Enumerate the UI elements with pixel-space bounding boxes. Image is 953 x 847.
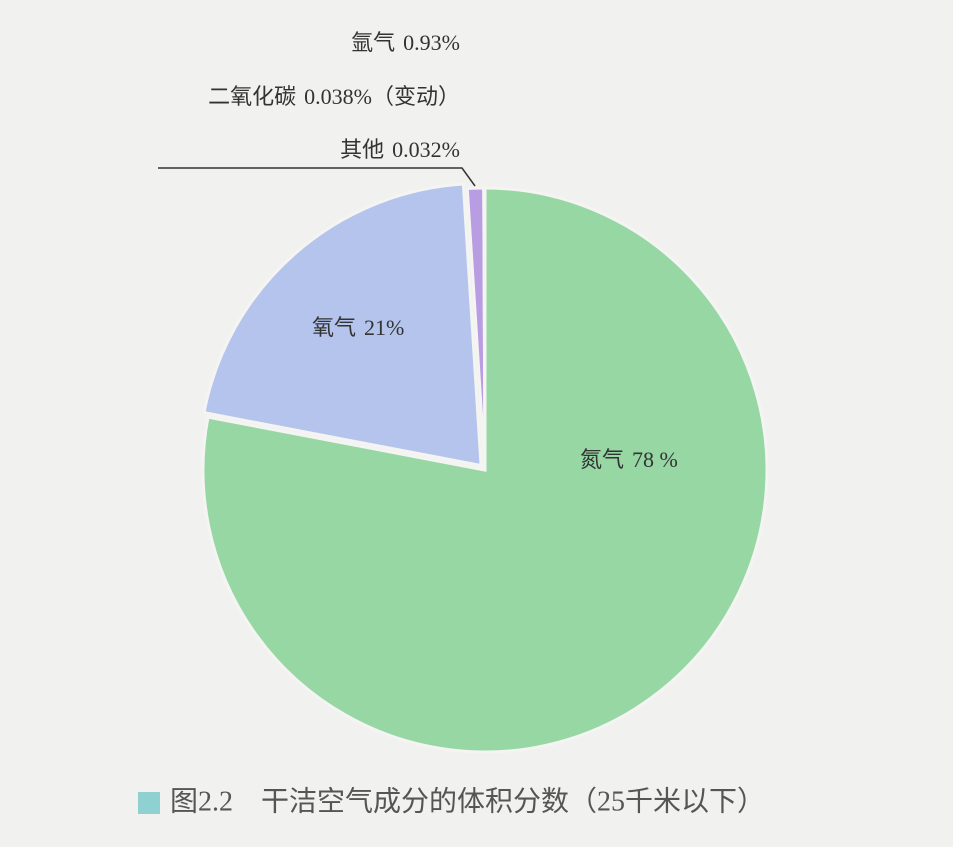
slice-label: 氩气 0.93% [351,30,460,55]
pie-slice [482,186,487,471]
pie-slice [201,186,769,754]
category-label: 二氧化碳 [208,84,296,109]
leader-line [158,167,476,187]
value-label: 78 % [632,447,678,472]
slice-label: 氮气 78 % [580,447,678,472]
category-label: 氩气 [351,30,395,55]
category-label: 氧气 [312,315,356,340]
value-label: 0.038%（变动） [304,84,460,109]
value-label: 21% [364,315,404,340]
pie-slice [202,182,483,468]
category-label: 其他 [340,137,384,162]
caption-marker [138,792,160,814]
value-label: 0.032% [392,137,460,162]
category-label: 氮气 [580,447,624,472]
slice-label: 其他 0.032% [340,137,460,162]
slice-label: 氧气 21% [312,315,404,340]
slice-label: 二氧化碳 0.038%（变动） [208,84,460,109]
value-label: 0.93% [403,30,460,55]
chart-title: 图2.2 干洁空气成分的体积分数（25千米以下） [170,785,765,817]
